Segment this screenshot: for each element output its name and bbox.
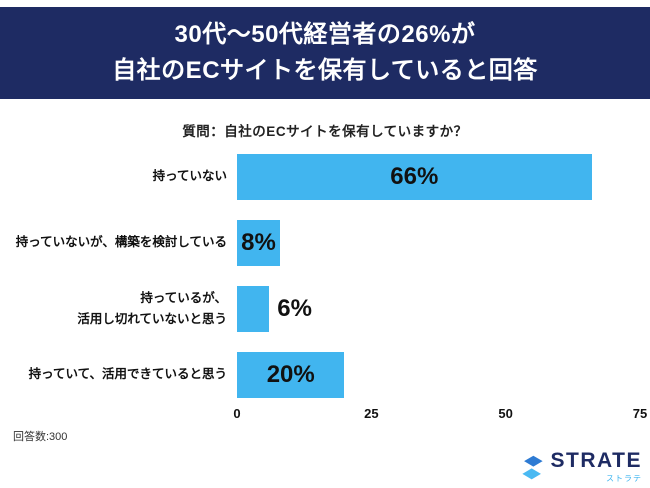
category-label: 持っていて、活用できていると思う — [28, 367, 227, 382]
category-label: 持っていないが、構築を検討している — [15, 235, 227, 250]
strate-logo-textblock: STRATE ストラテ — [551, 450, 642, 484]
bar-row: 持っていない 66% — [12, 154, 640, 200]
x-axis: 0 25 50 75 — [12, 406, 647, 424]
header-title-line1: 30代〜50代経営者の26%が — [174, 21, 476, 48]
value-label: 6% — [277, 295, 312, 322]
x-tick-label: 0 — [233, 406, 241, 421]
bar-track: 20% — [237, 352, 640, 398]
header-banner: 30代〜50代経営者の26%が 自社のECサイトを保有していると回答 — [0, 7, 650, 99]
bar — [237, 286, 270, 332]
bar: 66% — [237, 154, 592, 200]
x-axis-ticks: 0 25 50 75 — [233, 406, 647, 424]
bar-row: 持っていて、活用できていると思う 20% — [12, 352, 640, 398]
x-tick-label: 25 — [364, 406, 379, 421]
bar-chart: 持っていない 66% 持っていないが、構築を検討している 8% 持っているが、 活用し切… — [12, 154, 640, 398]
strate-logo-subtext: ストラテ — [606, 474, 642, 483]
value-label: 66% — [390, 163, 439, 190]
bar: 8% — [237, 220, 280, 266]
bar: 20% — [237, 352, 345, 398]
category-label: 持っていない — [152, 169, 227, 184]
bar-track: 8% — [237, 220, 640, 266]
bar-track: 6% — [237, 286, 640, 332]
bar-row: 持っていないが、構築を検討している 8% — [12, 220, 640, 266]
strate-logo-text: STRATE — [550, 449, 642, 472]
strate-logo: STRATE ストラテ — [519, 450, 642, 484]
strate-logo-icon — [521, 455, 543, 479]
respondent-count: 回答数:300 — [13, 431, 68, 443]
header-title-line2: 自社のECサイトを保有していると回答 — [112, 57, 538, 84]
x-tick-label: 50 — [498, 406, 513, 421]
value-label: 8% — [241, 229, 276, 256]
value-label: 20% — [266, 361, 315, 388]
x-axis-spacer — [12, 406, 227, 424]
category-label: 持っているが、 活用し切れていないと思う — [77, 290, 227, 326]
bar-track: 66% — [237, 154, 640, 200]
x-tick-label: 75 — [632, 406, 648, 421]
bar-row: 持っているが、 活用し切れていないと思う 6% — [12, 286, 640, 332]
chart-title: 質問：自社のECサイトを保有していますか？ — [182, 124, 468, 139]
